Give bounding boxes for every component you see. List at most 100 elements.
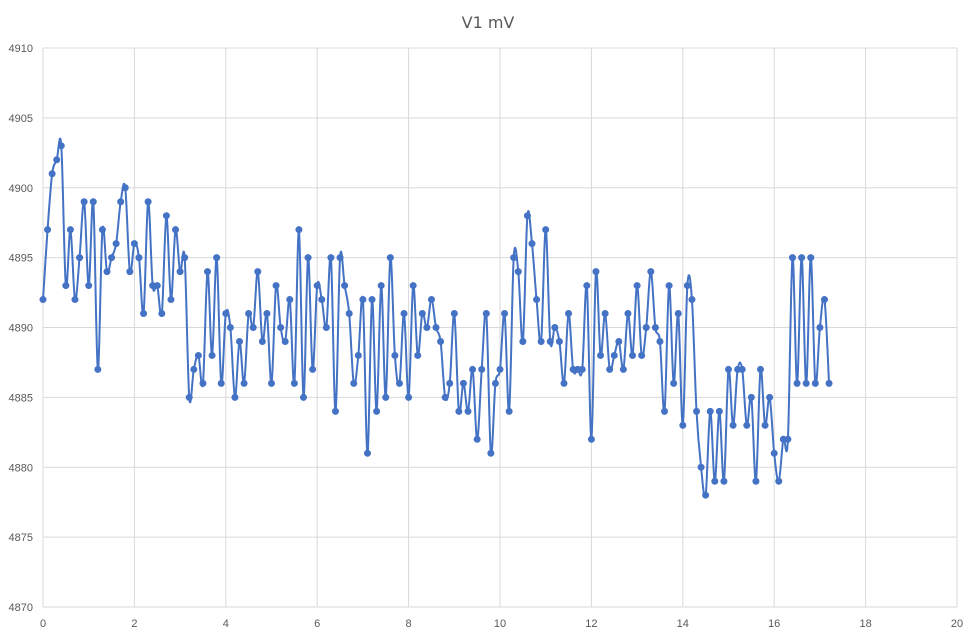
data-point <box>523 212 531 220</box>
y-tick-label: 4870 <box>9 602 33 614</box>
data-point <box>48 170 56 178</box>
data-point <box>802 379 810 387</box>
data-point <box>89 198 97 206</box>
x-axis-tick-labels: 0 2 4 6 8 10 12 14 16 18 20 <box>40 618 963 630</box>
data-point <box>313 282 321 290</box>
data-point <box>144 198 152 206</box>
data-point <box>373 407 381 415</box>
data-point <box>418 310 426 318</box>
data-point <box>752 477 760 485</box>
data-point <box>204 268 212 276</box>
data-point <box>464 407 472 415</box>
data-point <box>80 198 88 206</box>
data-point <box>697 463 705 471</box>
x-tick-label: 16 <box>768 618 780 630</box>
data-point <box>756 365 764 373</box>
data-point <box>688 296 696 304</box>
data-point <box>629 351 637 359</box>
data-point <box>715 407 723 415</box>
data-point <box>624 310 632 318</box>
data-point <box>455 407 463 415</box>
data-point <box>820 296 828 304</box>
data-point <box>368 296 376 304</box>
data-point <box>560 379 568 387</box>
data-point <box>816 324 824 331</box>
x-tick-label: 0 <box>40 618 46 630</box>
data-point <box>258 337 266 345</box>
x-tick-label: 6 <box>314 618 320 630</box>
data-point <box>647 268 655 276</box>
data-point <box>57 142 65 150</box>
data-point <box>98 226 106 234</box>
data-point <box>359 296 367 304</box>
data-point <box>199 379 207 387</box>
data-point <box>519 337 527 345</box>
data-point <box>327 254 335 262</box>
y-tick-label: 4875 <box>9 532 33 544</box>
data-point <box>437 337 445 345</box>
data-point <box>665 282 673 290</box>
data-point <box>85 282 93 290</box>
data-point <box>290 379 298 387</box>
data-point <box>651 324 659 331</box>
data-point <box>583 282 591 290</box>
data-points <box>39 142 833 499</box>
data-point <box>747 393 755 401</box>
data-point <box>153 282 161 290</box>
data-point <box>725 365 732 373</box>
data-point <box>565 310 573 318</box>
data-point <box>222 310 230 318</box>
x-tick-label: 12 <box>585 618 597 630</box>
data-point <box>172 226 180 234</box>
data-point <box>167 296 175 304</box>
data-point <box>619 365 627 373</box>
data-point <box>615 337 623 345</box>
data-point <box>738 365 746 373</box>
data-point <box>318 296 326 304</box>
data-point <box>391 351 399 359</box>
data-point <box>496 365 504 373</box>
data-point <box>140 310 148 318</box>
data-point <box>254 268 262 276</box>
data-point <box>766 393 774 401</box>
data-point <box>542 226 550 234</box>
data-point <box>336 254 344 262</box>
data-point <box>720 477 728 485</box>
data-point <box>345 310 353 318</box>
data-point <box>798 254 806 262</box>
data-point <box>679 421 687 429</box>
data-point <box>176 268 184 276</box>
data-point <box>729 421 737 429</box>
data-point <box>811 379 819 387</box>
data-point <box>121 184 129 192</box>
x-tick-label: 8 <box>406 618 412 630</box>
data-point <box>423 324 431 331</box>
data-point <box>263 310 271 318</box>
data-point <box>601 310 609 318</box>
data-point <box>478 365 486 373</box>
data-point <box>350 379 358 387</box>
chart-title: V1 mV <box>462 13 515 32</box>
data-point <box>533 296 541 304</box>
data-point <box>597 351 605 359</box>
data-point <box>683 282 691 290</box>
data-point <box>446 379 454 387</box>
data-point <box>53 156 61 164</box>
data-point <box>459 379 467 387</box>
data-point <box>158 310 166 318</box>
data-point <box>130 240 138 248</box>
x-tick-label: 2 <box>131 618 137 630</box>
y-tick-label: 4885 <box>9 392 33 404</box>
data-point <box>395 379 403 387</box>
data-point <box>473 435 481 443</box>
data-point <box>112 240 120 248</box>
data-point <box>71 296 79 304</box>
data-point <box>213 254 221 262</box>
data-point <box>272 282 280 290</box>
data-point <box>788 254 796 262</box>
data-point <box>642 324 650 331</box>
y-tick-label: 4895 <box>9 253 33 265</box>
y-tick-label: 4880 <box>9 462 33 474</box>
